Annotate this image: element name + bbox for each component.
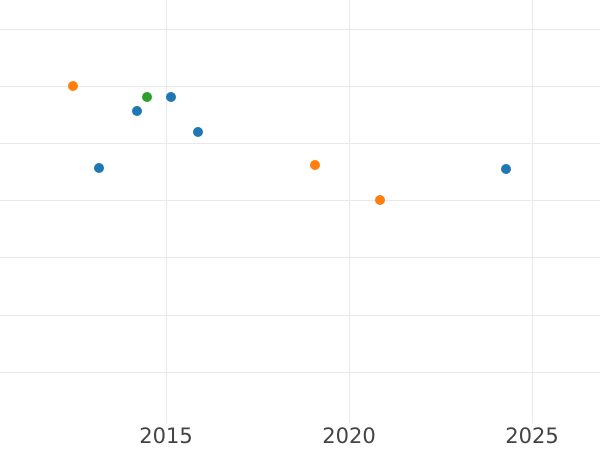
data-point-green bbox=[142, 91, 153, 102]
x-axis: 2015 2020 2025 bbox=[0, 423, 600, 450]
h-gridline bbox=[0, 257, 600, 259]
plot-area bbox=[0, 0, 600, 423]
data-point-blue bbox=[501, 164, 512, 175]
h-gridline bbox=[0, 143, 600, 144]
data-point-blue bbox=[94, 163, 105, 174]
v-gridline bbox=[166, 0, 167, 423]
h-gridline bbox=[0, 314, 600, 316]
data-point-blue bbox=[132, 105, 143, 116]
h-gridline bbox=[0, 85, 600, 87]
v-gridline bbox=[532, 0, 533, 423]
x-tick-label: 2025 bbox=[505, 424, 559, 448]
h-gridline bbox=[0, 200, 600, 202]
data-point-blue bbox=[192, 126, 203, 137]
x-tick-label: 2015 bbox=[139, 424, 193, 448]
data-point-orange bbox=[68, 80, 79, 91]
data-point-orange bbox=[375, 194, 386, 205]
h-gridline bbox=[0, 28, 600, 30]
x-tick-label: 2020 bbox=[322, 424, 376, 448]
h-gridline bbox=[0, 371, 600, 373]
data-point-blue bbox=[166, 91, 177, 102]
data-point-orange bbox=[309, 159, 320, 170]
v-gridline bbox=[349, 0, 350, 423]
